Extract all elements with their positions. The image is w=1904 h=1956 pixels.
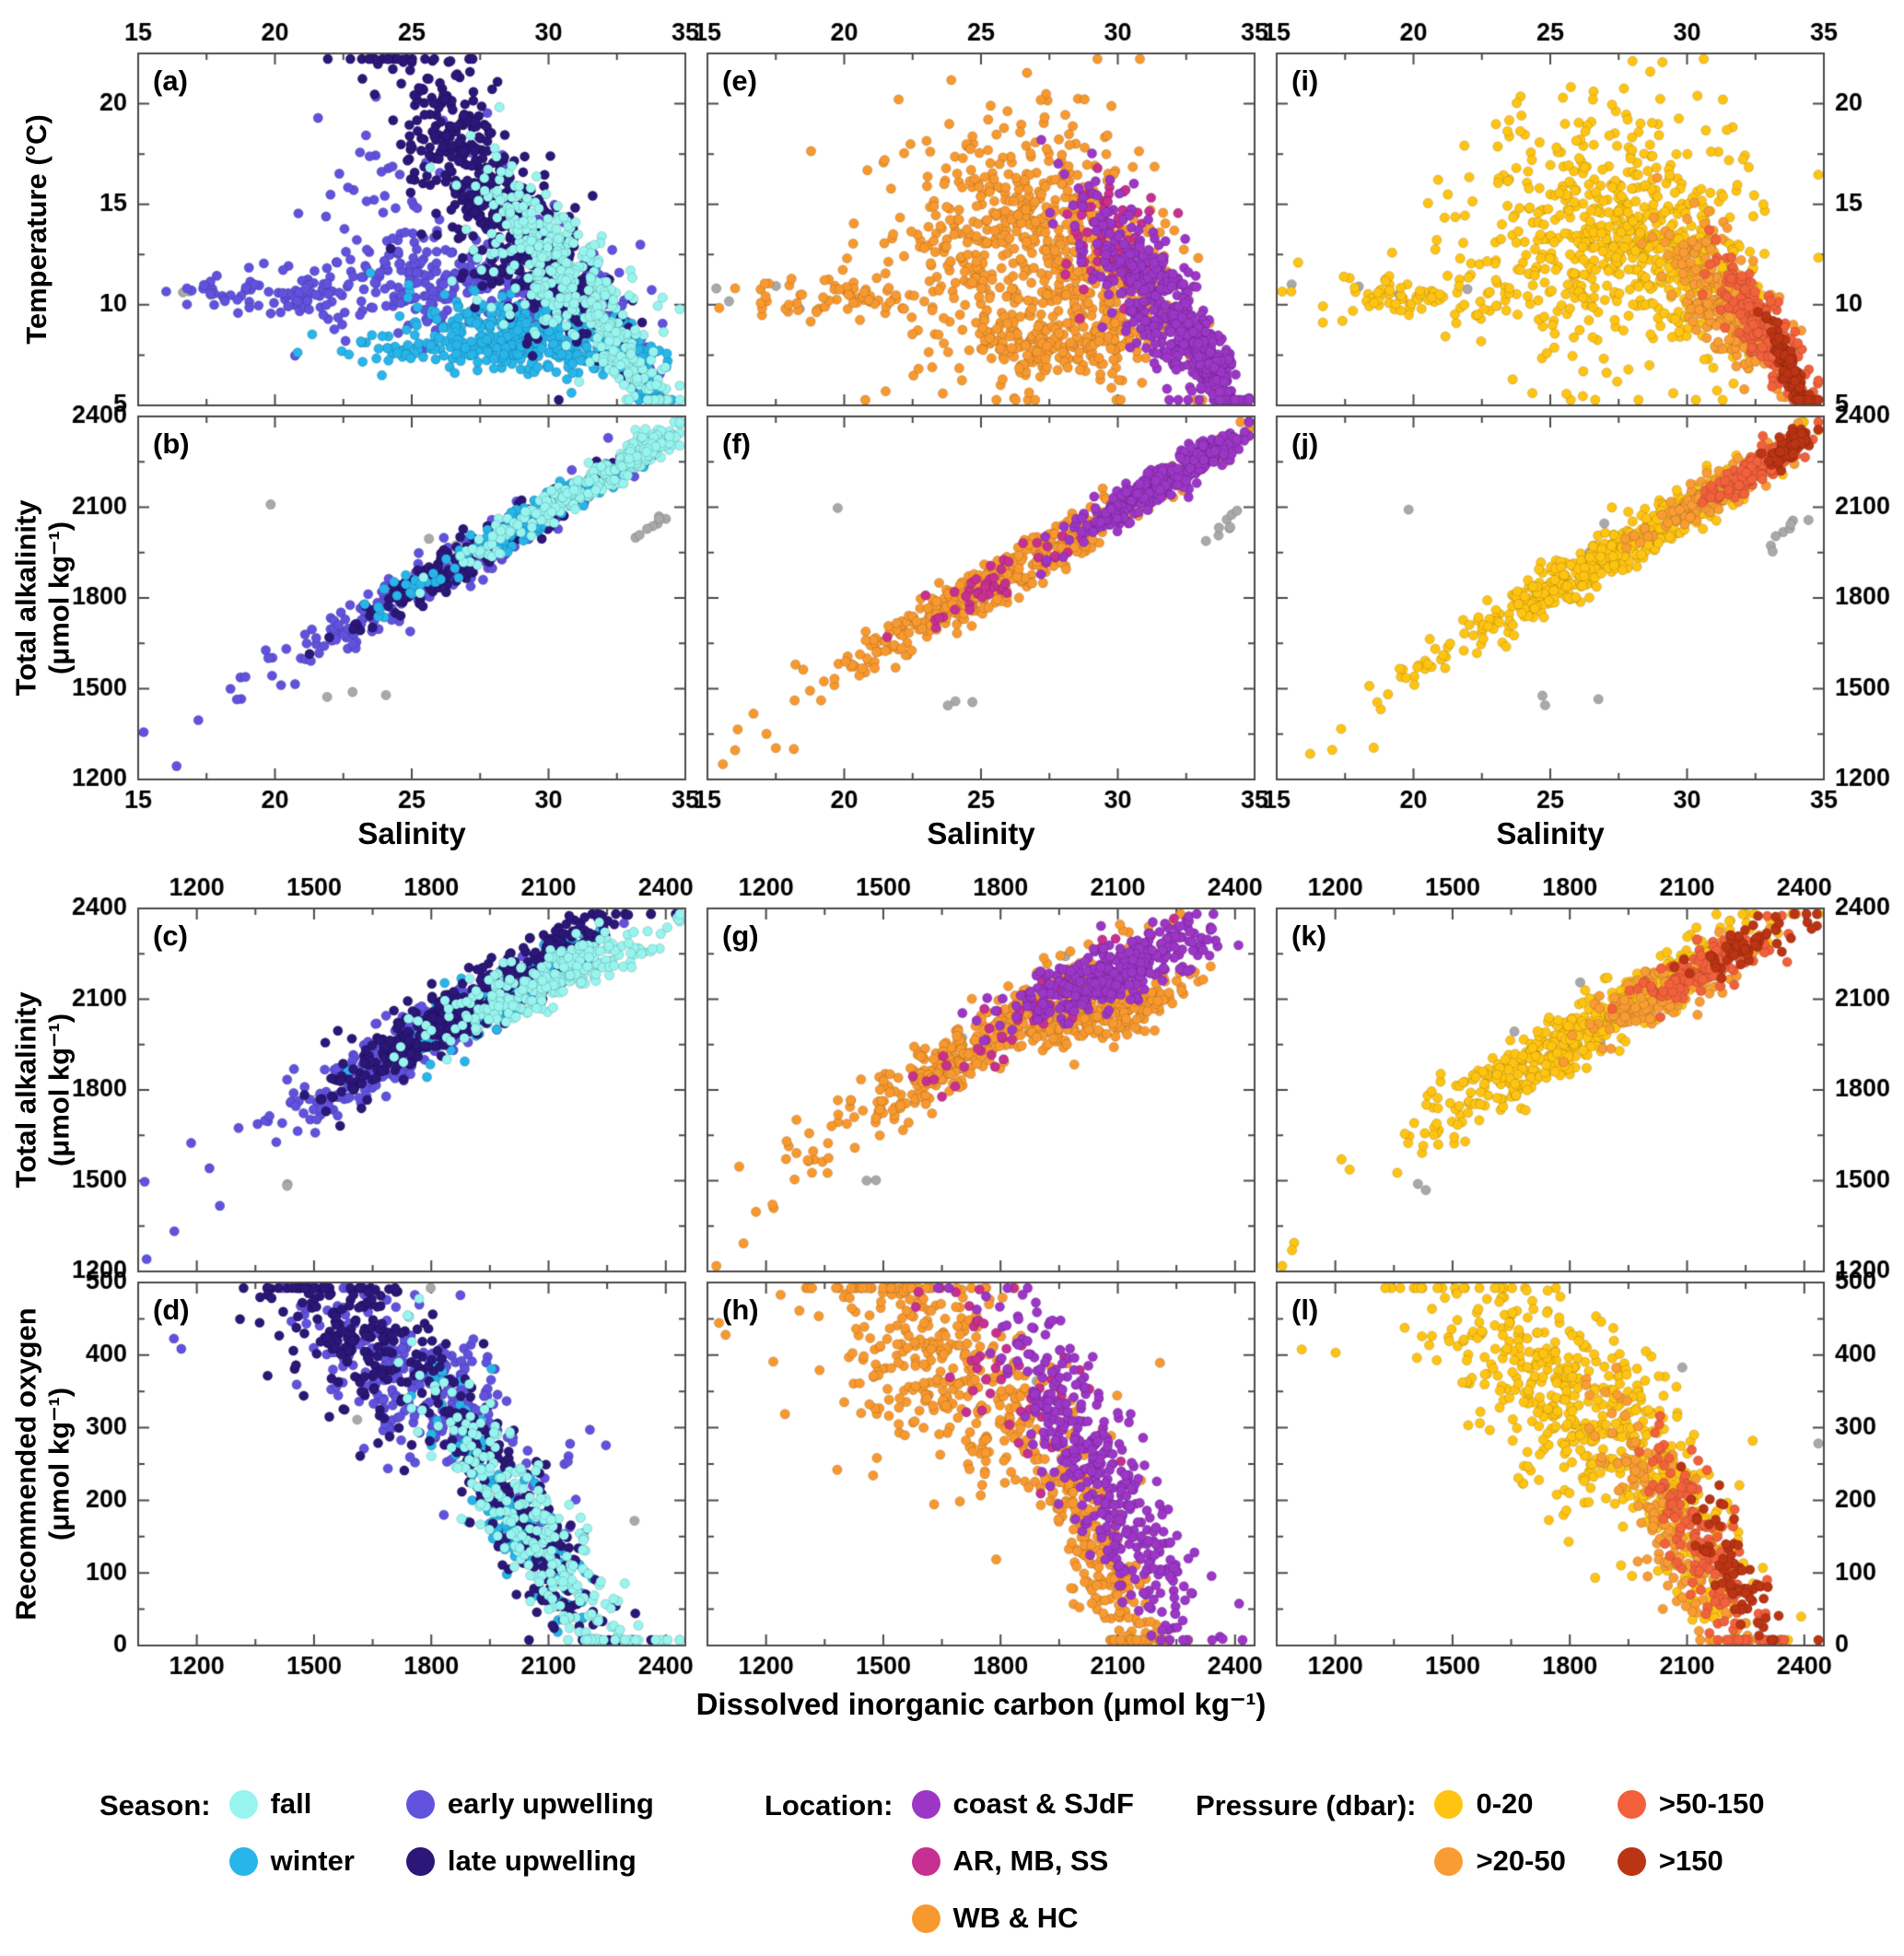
- legend-item-coast-sjdf: coast & SJdF: [911, 1787, 1134, 1821]
- ta-title-units: (μmol kg⁻¹): [42, 521, 75, 675]
- legend-item-pressure-150: >150: [1617, 1845, 1765, 1878]
- oxygen-title-units: (μmol kg⁻¹): [42, 1387, 75, 1541]
- legend-item-ar-mb-ss-label: AR, MB, SS: [952, 1845, 1109, 1877]
- y-axis-title-temperature: Temperature (°C): [20, 114, 53, 345]
- legend-item-wb-hc: WB & HC: [911, 1902, 1134, 1935]
- legend-item-late-upwelling: late upwelling: [405, 1845, 654, 1878]
- oxygen-title-line1: Recommended oxygen: [9, 1307, 42, 1621]
- y-axis-title-total-alkalinity-top: Total alkalinity (μmol kg⁻¹): [9, 499, 75, 696]
- x-axis-title-dic: Dissolved inorganic carbon (μmol kg⁻¹): [695, 1687, 1267, 1721]
- legend-item-pressure-0-20: 0-20: [1434, 1787, 1565, 1821]
- fall-swatch-icon: [228, 1789, 258, 1819]
- winter-swatch-icon: [228, 1846, 258, 1876]
- ar-mb-ss-swatch-icon: [911, 1846, 940, 1876]
- ta-title-line1: Total alkalinity: [9, 499, 42, 697]
- legend-item-pressure-20-50-label: >20-50: [1476, 1845, 1566, 1877]
- legend-item-coast-sjdf-label: coast & SJdF: [952, 1787, 1134, 1820]
- late-upwelling-swatch-icon: [405, 1846, 435, 1876]
- pressure-150-swatch-icon: [1617, 1846, 1646, 1876]
- legend-item-pressure-50-150: >50-150: [1617, 1787, 1765, 1821]
- legend-item-winter-label: winter: [270, 1845, 355, 1877]
- legend-item-fall-label: fall: [270, 1787, 312, 1820]
- coast-sjdf-swatch-icon: [911, 1789, 940, 1819]
- x-axis-title-salinity-2: Salinity: [927, 816, 1035, 850]
- y-axis-title-oxygen: Recommended oxygen (μmol kg⁻¹): [9, 1307, 75, 1620]
- legend-item-pressure-50-150-label: >50-150: [1658, 1787, 1765, 1820]
- wb-hc-swatch-icon: [911, 1903, 940, 1933]
- legend-item-winter: winter: [228, 1845, 355, 1878]
- pressure-50-150-swatch-icon: [1617, 1789, 1646, 1819]
- legend-item-early-upwelling: early upwelling: [405, 1787, 654, 1821]
- x-axis-title-salinity-3: Salinity: [1496, 816, 1605, 850]
- ta-title-line1-b: Total alkalinity: [9, 991, 42, 1189]
- x-axis-title-salinity-1: Salinity: [357, 816, 466, 850]
- legend-item-early-upwelling-label: early upwelling: [447, 1787, 654, 1820]
- legend-pressure-items: 0-20 >20-50 >50-150 >150: [1434, 1787, 1765, 1878]
- legend-location-items: coast & SJdF AR, MB, SS WB & HC: [911, 1787, 1134, 1935]
- ta-title-units-b: (μmol kg⁻¹): [42, 1013, 75, 1167]
- legend-item-late-upwelling-label: late upwelling: [447, 1845, 637, 1877]
- pressure-20-50-swatch-icon: [1434, 1846, 1464, 1876]
- legend-item-pressure-150-label: >150: [1658, 1845, 1723, 1877]
- legend-location-title: Location:: [765, 1789, 894, 1821]
- legend-item-pressure-0-20-label: 0-20: [1476, 1787, 1534, 1820]
- legend-season-items: fall winter early upwelling late upwelli…: [228, 1787, 654, 1878]
- legend-group-season: Season: fall winter early upwelling late…: [99, 1787, 654, 1878]
- legend-season-title: Season:: [99, 1789, 211, 1821]
- legend-item-pressure-20-50: >20-50: [1434, 1845, 1566, 1878]
- legend-group-location: Location: coast & SJdF AR, MB, SS WB & H…: [765, 1787, 1134, 1935]
- legend-group-pressure: Pressure (dbar): 0-20 >20-50 >50-150 >15…: [1196, 1787, 1765, 1878]
- legend-item-ar-mb-ss: AR, MB, SS: [911, 1845, 1134, 1878]
- early-upwelling-swatch-icon: [405, 1789, 435, 1819]
- pressure-0-20-swatch-icon: [1434, 1789, 1464, 1819]
- legend-item-fall: fall: [228, 1787, 355, 1821]
- legend-item-wb-hc-label: WB & HC: [952, 1902, 1079, 1934]
- y-axis-title-total-alkalinity-bottom: Total alkalinity (μmol kg⁻¹): [9, 991, 75, 1188]
- legend-pressure-title: Pressure (dbar):: [1196, 1789, 1417, 1821]
- y-axis-title-temperature-text: Temperature (°C): [20, 114, 53, 345]
